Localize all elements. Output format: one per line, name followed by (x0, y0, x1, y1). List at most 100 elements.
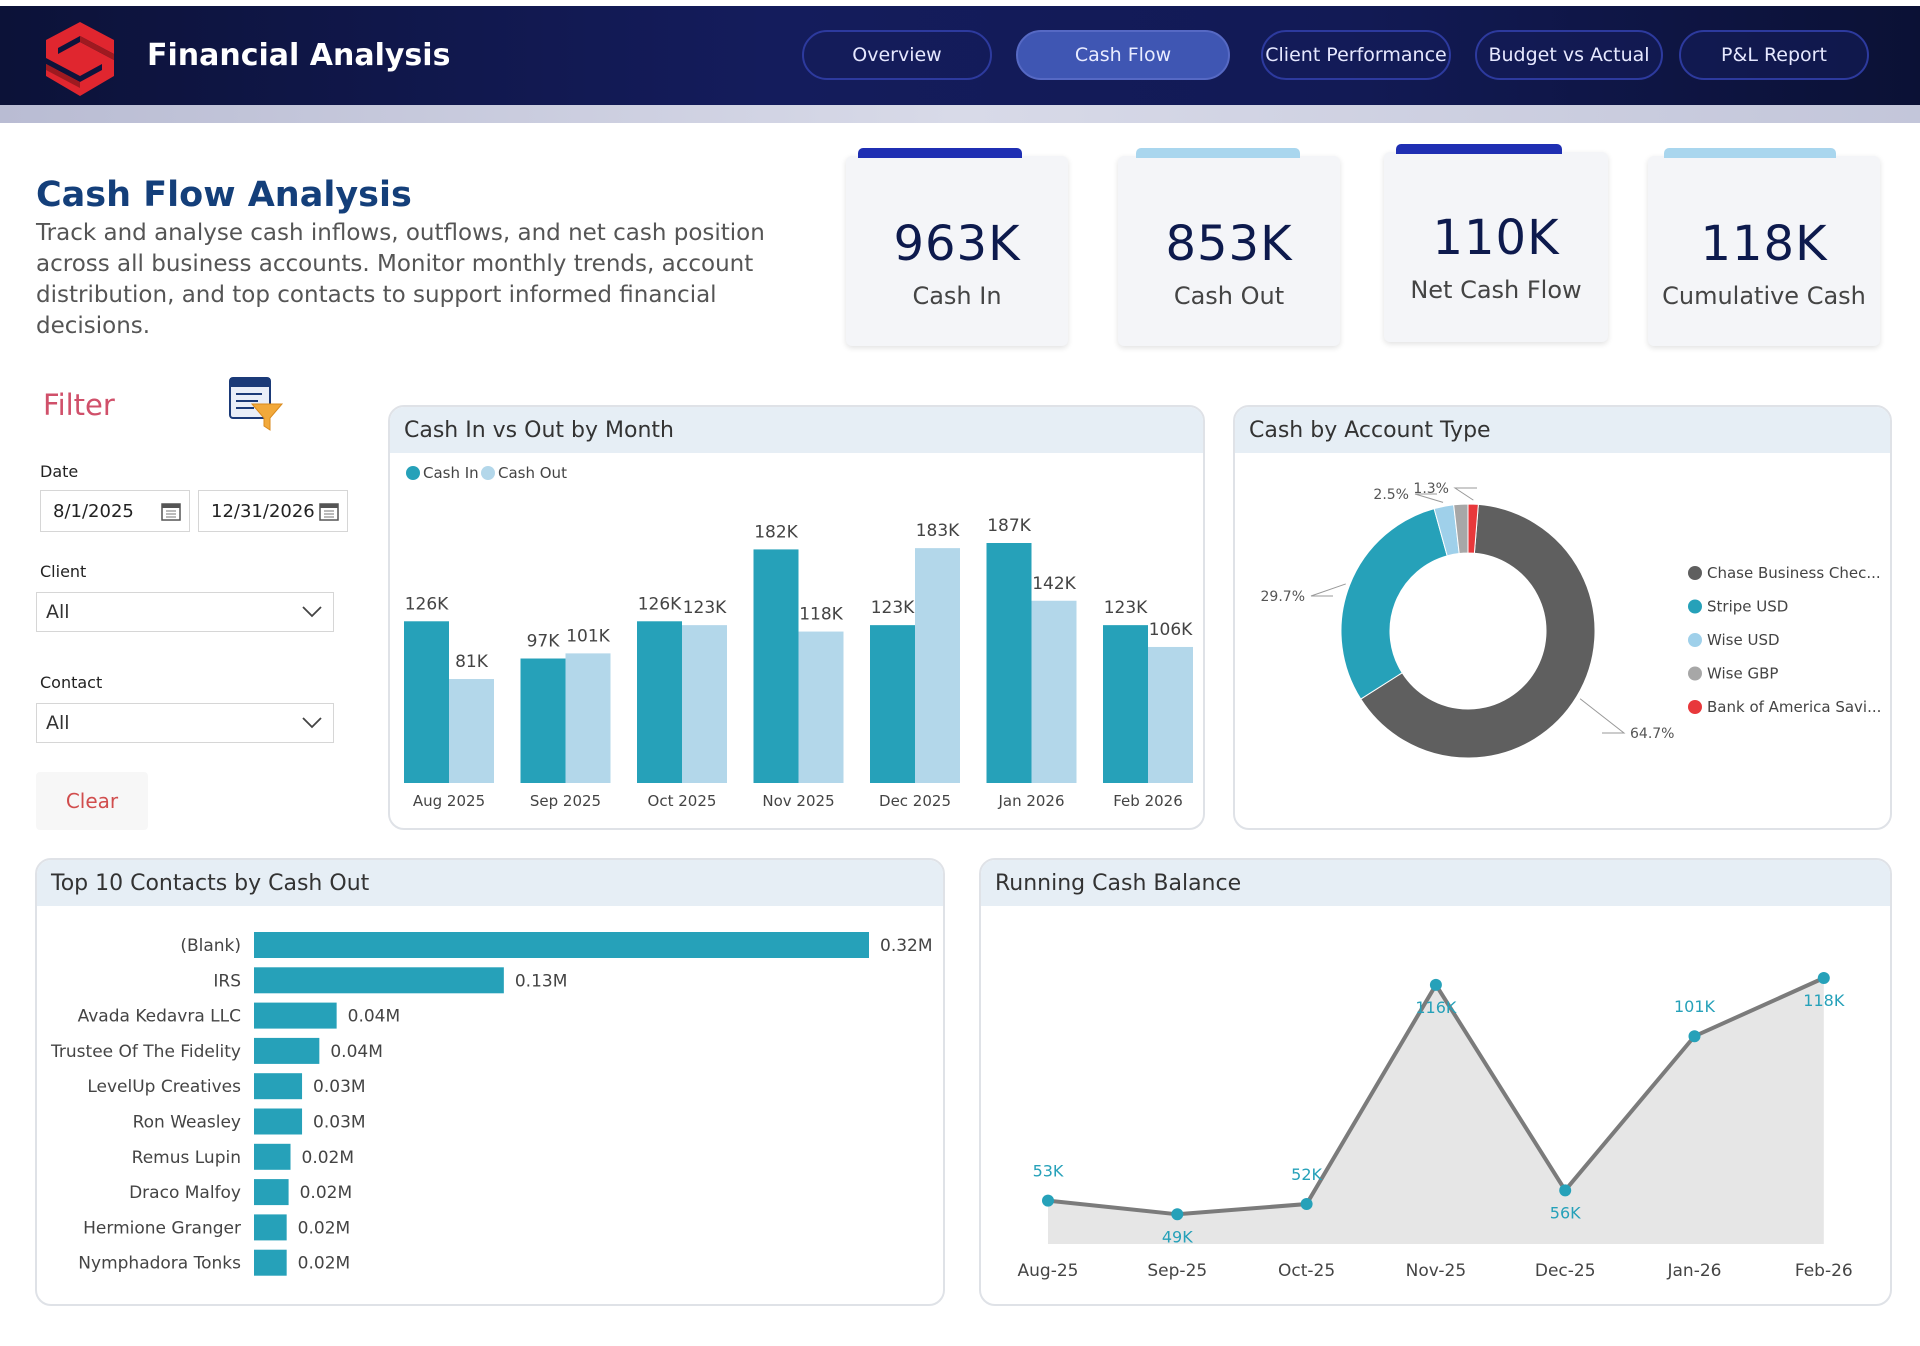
bar-data-label: 187K (987, 516, 1031, 536)
balance-point (1817, 972, 1830, 984)
slice-data-label: 1.3% (1413, 481, 1449, 497)
bar-data-label: 126K (638, 594, 682, 614)
contact-bar (254, 1249, 287, 1276)
tab-overview[interactable]: Overview (802, 30, 992, 80)
tab-client-performance[interactable]: Client Performance (1261, 30, 1451, 80)
clear-button[interactable]: Clear (36, 772, 148, 830)
x-tick-label: Oct 2025 (648, 792, 717, 810)
balance-data-label: 118K (1803, 991, 1845, 1010)
contacts-bar-chart: (Blank) 0.32M IRS 0.13M Avada Kedavra LLC 0.0… (50, 932, 933, 1276)
bar-data-label: 123K (1104, 598, 1148, 618)
x-tick-label: Aug-25 (1018, 1261, 1079, 1281)
balance-data-label: 56K (1550, 1203, 1581, 1222)
client-select[interactable]: All (36, 592, 334, 632)
kpi-card-net-cash-flow: 110K Net Cash Flow (1384, 144, 1608, 342)
bar-data-label: 182K (754, 522, 798, 542)
panel-header: Cash by Account Type (1235, 407, 1890, 453)
date-to-field[interactable]: 12/31/2026 (198, 490, 348, 532)
contact-value-label: 0.04M (330, 1042, 383, 1062)
contact-bar (254, 1073, 303, 1100)
kpi-label: Cash Out (1173, 282, 1285, 310)
balance-point (1171, 1208, 1184, 1221)
filter-funnel-icon (229, 377, 284, 431)
panel-title: Top 10 Contacts by Cash Out (51, 871, 370, 896)
bar-cash-out (449, 679, 494, 783)
bar-cash-in (1103, 625, 1148, 783)
kpi-label: Net Cash Flow (1410, 276, 1582, 304)
app-header: Financial Analysis Overview Cash Flow Cl… (0, 6, 1920, 105)
contact-name-label: (Blank) (180, 936, 241, 956)
kpi-value: 110K (1432, 210, 1560, 266)
kpi-value: 963K (893, 216, 1021, 272)
filter-title: Filter (43, 388, 115, 422)
contact-value-label: 0.04M (348, 1007, 401, 1027)
contact-name-label: Nymphadora Tonks (78, 1254, 241, 1274)
slice-data-label: 2.5% (1373, 487, 1409, 503)
contact-value-label: 0.02M (298, 1218, 351, 1238)
legend-label-cash-in: Cash In (423, 464, 479, 482)
client-label: Client (40, 562, 87, 581)
chevron-down-icon (302, 717, 322, 729)
contact-value-label: 0.02M (300, 1183, 353, 1203)
balance-area (1048, 978, 1824, 1244)
date-from-field[interactable]: 8/1/2025 (40, 490, 190, 532)
contact-bar (254, 967, 504, 994)
account-donut-chart: 64.7% 29.7% 2.5% 1.3% Chase Business Chec...… (1261, 481, 1881, 759)
panel-header: Cash In vs Out by Month (390, 407, 1203, 453)
bar-data-label: 183K (916, 521, 960, 541)
kpi-accent (1396, 144, 1562, 154)
slice-data-label: 29.7% (1261, 589, 1305, 605)
panel-cash-by-account: Cash by Account Type 64.7% 29.7% 2.5% 1.3% C… (1233, 405, 1892, 830)
bar-data-label: 126K (405, 594, 449, 614)
bar-data-label: 118K (799, 605, 843, 625)
contact-name-label: Ron Weasley (133, 1113, 241, 1133)
legend-label-cash-out: Cash Out (498, 464, 567, 482)
legend-marker-cash-in (406, 466, 420, 480)
page-description: Track and analyse cash inflows, outflows… (36, 220, 765, 339)
slice-data-label: 64.7% (1630, 726, 1674, 742)
date-to-value: 12/31/2026 (211, 500, 315, 522)
panel-top-contacts: Top 10 Contacts by Cash Out (Blank) 0.32M… (35, 858, 945, 1306)
bar-cash-out (798, 631, 844, 783)
running-balance-chart: 53K Aug-25 49K Sep-25 52K Oct-25 116K Nov-25 56K… (1018, 972, 1853, 1281)
chevron-down-icon (302, 606, 322, 618)
panel-header: Running Cash Balance (981, 860, 1890, 906)
kpi-label: Cumulative Cash (1662, 282, 1866, 310)
bar-cash-in (637, 621, 682, 783)
x-tick-label: Sep-25 (1147, 1261, 1207, 1281)
tab-cash-flow[interactable]: Cash Flow (1016, 30, 1230, 80)
panel-title: Cash by Account Type (1249, 418, 1491, 443)
bar-data-label: 97K (527, 632, 561, 652)
balance-data-label: 49K (1162, 1227, 1193, 1246)
bar-data-label: 101K (566, 626, 610, 646)
calendar-icon[interactable] (319, 501, 339, 521)
panel-title: Running Cash Balance (995, 871, 1242, 896)
bar-data-label: 142K (1032, 574, 1076, 594)
kpi-value: 853K (1165, 216, 1293, 272)
contact-value-label: 0.03M (313, 1077, 366, 1097)
page-title: Cash Flow Analysis (36, 175, 412, 215)
contact-name-label: Hermione Granger (83, 1218, 241, 1238)
x-tick-label: Jan-26 (1667, 1261, 1722, 1281)
contact-bar (254, 932, 869, 958)
contact-name-label: Draco Malfoy (129, 1183, 241, 1203)
contact-name-label: LevelUp Creatives (87, 1077, 241, 1097)
x-tick-label: Sep 2025 (530, 792, 601, 810)
donut-slice (1467, 503, 1479, 554)
contact-name-label: Trustee Of The Fidelity (50, 1042, 241, 1062)
legend-marker (1688, 666, 1702, 681)
legend-marker (1688, 700, 1702, 714)
bar-data-label: 123K (683, 598, 727, 618)
calendar-icon[interactable] (161, 501, 181, 521)
bar-cash-out (1148, 646, 1193, 783)
contact-label: Contact (40, 673, 103, 692)
contact-value-label: 0.02M (302, 1148, 355, 1168)
tab-budget-vs-actual[interactable]: Budget vs Actual (1475, 30, 1663, 80)
contact-bar (254, 1108, 303, 1135)
donut-slice (1360, 503, 1596, 759)
tab-pl-report[interactable]: P&L Report (1679, 30, 1869, 80)
bar-cash-out (915, 548, 960, 783)
header-strip (0, 105, 1920, 123)
contact-select[interactable]: All (36, 703, 334, 743)
x-tick-label: Feb-26 (1795, 1261, 1853, 1281)
